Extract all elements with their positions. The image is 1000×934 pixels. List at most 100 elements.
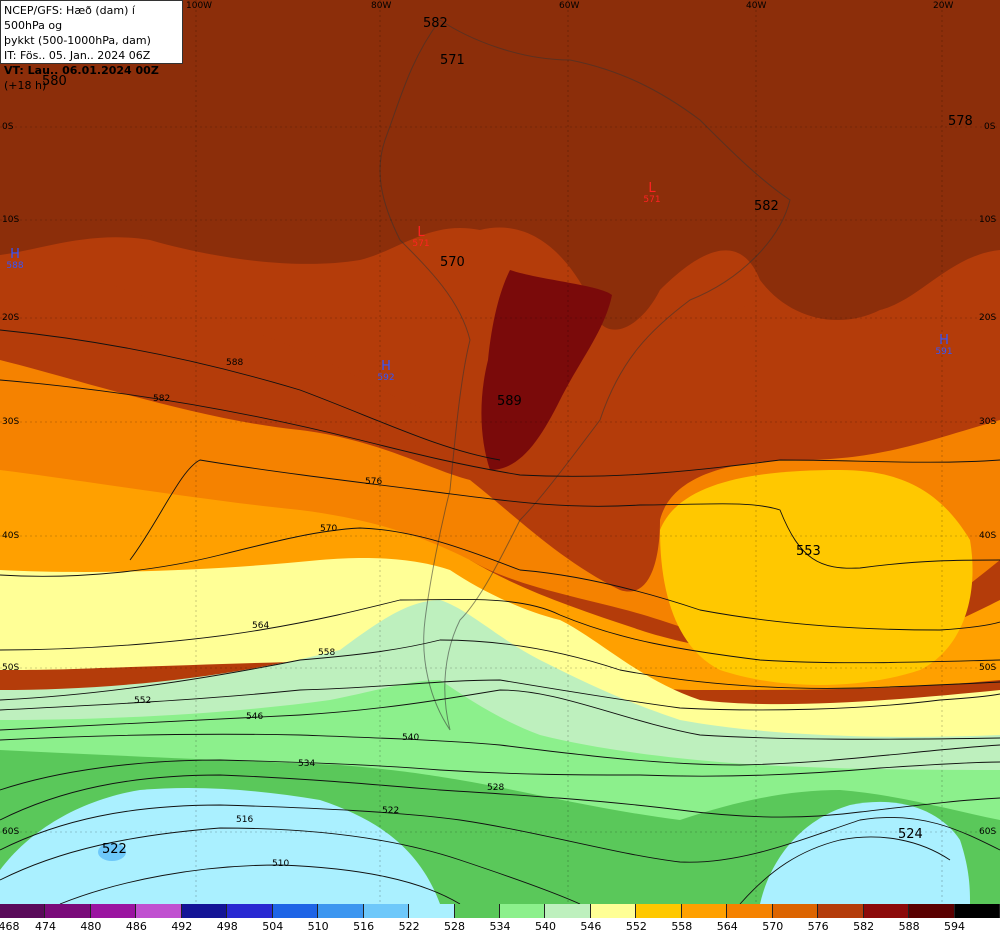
height-label: 589 bbox=[497, 394, 522, 409]
colorbar-swatch bbox=[500, 904, 546, 918]
colorbar-label: 528 bbox=[444, 920, 466, 933]
colorbar-swatch bbox=[363, 904, 410, 918]
low-pressure-center: L 571 bbox=[411, 226, 431, 249]
height-contours bbox=[0, 329, 1000, 904]
height-label: 553 bbox=[796, 544, 821, 559]
high-pressure-letter: H bbox=[10, 247, 20, 262]
contour-564 bbox=[0, 599, 1000, 664]
band-588 bbox=[481, 270, 612, 470]
lon-label: 80W bbox=[371, 1, 392, 11]
contour-528 bbox=[0, 774, 1000, 821]
height-label: 524 bbox=[898, 827, 923, 842]
colorbar-swatch bbox=[454, 904, 500, 918]
contour-534 bbox=[0, 759, 1000, 791]
band-558-east bbox=[660, 470, 973, 685]
colorbar-label: 522 bbox=[398, 920, 420, 933]
colorbar-swatch bbox=[136, 904, 182, 918]
low-pressure-value: 571 bbox=[412, 239, 430, 249]
colorbar-swatch bbox=[545, 904, 591, 918]
contour-516-east bbox=[739, 836, 951, 904]
contour-516-west bbox=[0, 827, 581, 904]
high-pressure-center: H 592 bbox=[376, 360, 396, 383]
lat-label: 50S bbox=[979, 663, 997, 673]
high-pressure-center: H 588 bbox=[5, 248, 25, 271]
height-label: 582 bbox=[754, 199, 779, 214]
colorbar-label: 570 bbox=[762, 920, 784, 933]
colorbar-swatch bbox=[863, 904, 910, 918]
colorbar-label: 510 bbox=[307, 920, 329, 933]
colorbar-label: 588 bbox=[898, 920, 920, 933]
contour-588 bbox=[0, 329, 501, 461]
colorbar-swatch bbox=[0, 904, 46, 918]
lon-label: 100W bbox=[186, 1, 213, 11]
band-516-patch bbox=[98, 843, 126, 861]
colorbar-label: 468 bbox=[0, 920, 20, 933]
contour-label: 534 bbox=[298, 759, 316, 769]
graticule bbox=[0, 0, 1000, 904]
colorbar-swatch bbox=[227, 904, 273, 918]
band-546 bbox=[0, 600, 1000, 796]
colorbar-swatch bbox=[409, 904, 455, 918]
lat-label: 40S bbox=[979, 531, 997, 541]
contour-label: 546 bbox=[246, 712, 264, 722]
band-582 bbox=[0, 0, 1000, 330]
colorbar-label: 564 bbox=[716, 920, 738, 933]
contour-label: 588 bbox=[226, 358, 244, 368]
colorbar-swatch bbox=[909, 904, 955, 918]
band-522-east bbox=[760, 801, 970, 904]
contour-label: 516 bbox=[236, 815, 254, 825]
high-pressure-letter: H bbox=[939, 333, 949, 348]
high-pressure-value: 588 bbox=[6, 261, 24, 271]
colorbar-swatch bbox=[727, 904, 773, 918]
lat-label: 30S bbox=[2, 417, 20, 427]
lat-label: 30S bbox=[979, 417, 997, 427]
forecast-hour-label: (+18 h) bbox=[4, 79, 47, 92]
lat-label: 60S bbox=[979, 827, 997, 837]
height-label: 582 bbox=[423, 16, 448, 31]
colorbar-label: 546 bbox=[580, 920, 602, 933]
contour-label: 558 bbox=[318, 648, 336, 658]
height-label: 570 bbox=[440, 255, 465, 270]
colorbar-label: 540 bbox=[534, 920, 556, 933]
height-label: 578 bbox=[948, 114, 973, 129]
colorbar-swatch bbox=[818, 904, 864, 918]
lat-label: 20S bbox=[2, 313, 20, 323]
height-label: 580 bbox=[42, 74, 67, 89]
lon-label: 40W bbox=[746, 1, 767, 11]
colorbar-swatch bbox=[636, 904, 682, 918]
lat-label: 60S bbox=[2, 827, 20, 837]
contour-label: 582 bbox=[153, 394, 171, 404]
contour-label: 522 bbox=[382, 806, 400, 816]
contour-label: 576 bbox=[365, 477, 383, 487]
colorbar-label: 552 bbox=[625, 920, 647, 933]
contour-546 bbox=[0, 689, 1000, 740]
map-title-box: NCEP/GFS: Hæð (dam) í 500hPa og þykkt (5… bbox=[0, 0, 183, 92]
colorbar-swatch bbox=[272, 904, 319, 918]
contour-label: 564 bbox=[252, 621, 270, 631]
colorbar-label: 486 bbox=[125, 920, 147, 933]
lat-label: 0S bbox=[984, 122, 996, 132]
contour-540 bbox=[0, 733, 1000, 766]
lat-label: 0S bbox=[2, 122, 14, 132]
high-pressure-value: 591 bbox=[935, 347, 953, 357]
low-pressure-letter: L bbox=[417, 225, 425, 240]
high-pressure-letter: H bbox=[381, 359, 391, 374]
colorbar-label: 558 bbox=[671, 920, 693, 933]
lat-label: 40S bbox=[2, 531, 20, 541]
height-label: 522 bbox=[102, 842, 127, 857]
contour-510 bbox=[59, 864, 461, 904]
colorbar-label: 534 bbox=[489, 920, 511, 933]
colorbar-label: 516 bbox=[353, 920, 375, 933]
colorbar-label: 474 bbox=[34, 920, 56, 933]
contour-522 bbox=[0, 804, 1000, 863]
contour-label: 510 bbox=[272, 859, 290, 869]
lat-label: 20S bbox=[979, 313, 997, 323]
low-pressure-letter: L bbox=[648, 181, 656, 196]
colorbar-swatch bbox=[318, 904, 364, 918]
lat-label: 10S bbox=[979, 215, 997, 225]
thickness-map-svg bbox=[0, 0, 1000, 904]
band-564 bbox=[0, 470, 1000, 690]
contour-label: 540 bbox=[402, 733, 420, 743]
colorbar-swatch bbox=[590, 904, 637, 918]
colorbar-swatch bbox=[772, 904, 819, 918]
